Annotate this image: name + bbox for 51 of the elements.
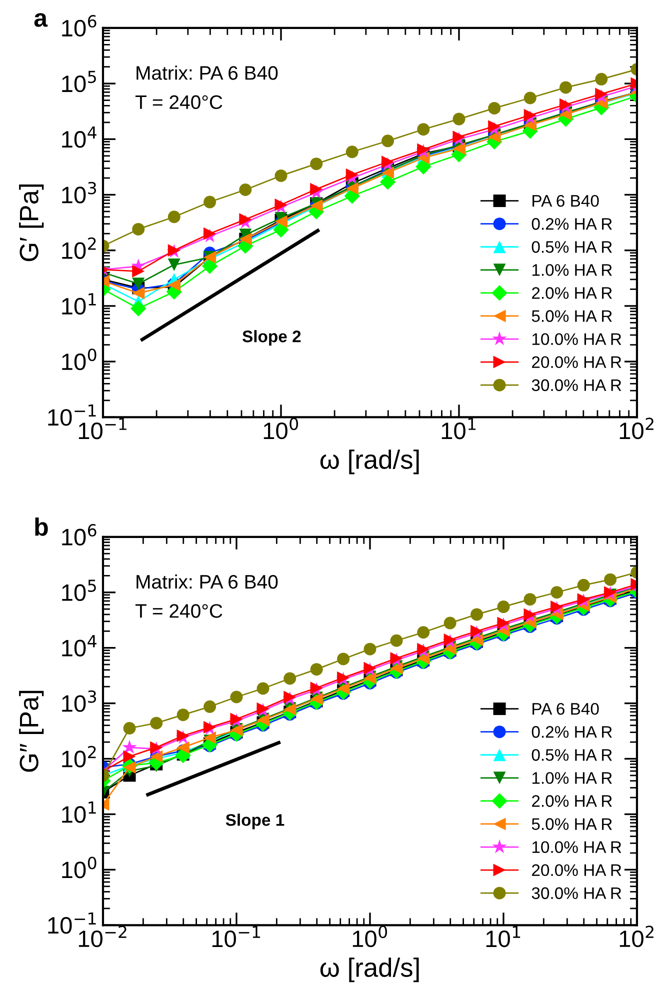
annotation: Matrix: PA 6 B40 [136,574,278,589]
y-tick-label: 10$^{1}$ [62,802,96,823]
legend-label: PA 6 B40 [532,194,599,207]
y-tick-label: 10$^{2}$ [62,237,96,259]
y-tick-label: 10$^{6}$ [62,524,96,546]
x-tick-label: 10$^{0}$ [264,418,298,440]
y-axis-title: G″ [Pa] [19,690,44,772]
legend-label: 1.0% HA R [532,264,612,276]
chart-title: a [34,13,48,27]
legend-label: 5.0% HA R [532,310,612,322]
legend-label: PA 6 B40 [532,702,599,715]
legend-label: 0.2% HA R [532,218,612,230]
annotation: T = 240°C [135,95,222,110]
legend-label: 1.0% HA R [532,772,612,784]
legend-label: 20.0% HA R [532,356,622,368]
legend-label: 5.0% HA R [532,818,612,830]
x-tick-label: 10$^{−1}$ [212,926,260,948]
legend-label: 10.0% HA R [532,333,622,346]
legend-label: 20.0% HA R [532,864,622,876]
y-tick-label: 10$^{3}$ [62,690,96,712]
legend-label: 30.0% HA R [532,887,622,900]
legend-label: 2.0% HA R [532,287,612,299]
annotation: Slope 2 [242,330,301,346]
x-tick-label: 10$^{2}$ [620,926,654,948]
y-tick-label: 10$^{0}$ [62,348,96,370]
y-tick-label: 10$^{1}$ [62,293,96,315]
y-tick-label: 10$^{5}$ [62,70,96,92]
y-tick-label: 10$^{6}$ [62,15,96,37]
y-tick-label: 10$^{4}$ [62,126,96,148]
x-tick-label: 10$^{0}$ [352,926,387,948]
x-tick-label: 10$^{1}$ [486,926,520,948]
y-tick-label: 10$^{4}$ [62,635,96,656]
x-axis-title: ω [rad/s] [320,958,419,982]
legend-label: 30.0% HA R [532,379,622,392]
legend-label: 0.2% HA R [532,726,612,738]
x-axis-title: ω [rad/s] [320,450,419,474]
legend-label: 10.0% HA R [532,841,622,854]
y-tick-label: 10$^{3}$ [62,182,96,204]
annotation: Slope 1 [226,814,284,830]
annotation: Matrix: PA 6 B40 [136,66,278,80]
annotation: T = 240°C [135,604,222,618]
y-tick-label: 10$^{5}$ [62,580,96,602]
y-axis-title: G′ [Pa] [19,184,44,262]
legend-label: 0.5% HA R [532,749,612,761]
chart-title: b [35,518,48,536]
y-tick-label: 10$^{2}$ [62,746,96,768]
legend-label: 2.0% HA R [532,795,612,807]
x-tick-label: 10$^{1}$ [442,418,476,440]
y-tick-label: 10$^{0}$ [62,856,96,878]
legend-label: 0.5% HA R [532,241,612,253]
x-tick-label: 10$^{2}$ [620,418,654,440]
